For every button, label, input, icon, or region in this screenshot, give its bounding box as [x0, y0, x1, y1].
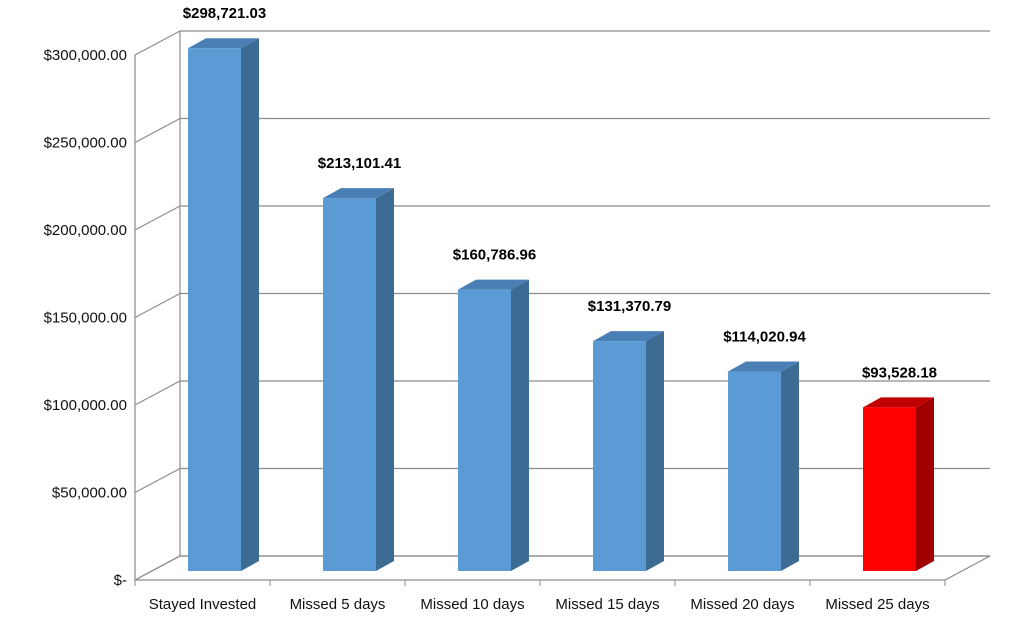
data-label: $131,370.79: [588, 298, 671, 315]
bar-front: [863, 407, 916, 571]
bar-front: [458, 289, 511, 571]
floor: [134, 555, 991, 581]
data-label: $160,786.96: [453, 247, 536, 264]
gridline-side: [134, 292, 181, 319]
x-tick-label: Stayed Invested: [149, 596, 257, 613]
labels: $- $50,000.00 $100,000.00 $150,000.00 $200,0…: [44, 5, 937, 613]
x-tick-label: Missed 25 days: [825, 596, 929, 613]
bar-front: [593, 341, 646, 571]
bar-front: [188, 48, 241, 571]
bar-side: [916, 397, 934, 571]
bar-top: [458, 279, 529, 290]
bar: [728, 361, 799, 571]
bar-front: [728, 371, 781, 571]
bar: [593, 331, 664, 571]
x-tick-label: Missed 10 days: [420, 596, 524, 613]
y-tick-label: $250,000.00: [44, 135, 127, 152]
bar: [863, 397, 934, 571]
y-tick-label: $100,000.00: [44, 397, 127, 414]
gridline-side: [134, 380, 181, 406]
bar-side: [646, 331, 664, 571]
y-tick-label: $150,000.00: [44, 310, 127, 327]
axes: [134, 31, 991, 586]
bar-top: [863, 397, 934, 408]
gridline-side: [134, 117, 181, 144]
bar: [323, 188, 394, 572]
bar-side: [241, 38, 259, 571]
gridlines: [134, 30, 990, 581]
bar: [458, 279, 529, 571]
bar-top: [323, 188, 394, 199]
x-tick-label: Missed 5 days: [290, 596, 386, 613]
x-tick-label: Missed 20 days: [690, 596, 794, 613]
y-tick-label: $-: [114, 572, 127, 589]
bars: [188, 38, 934, 572]
bar-top: [188, 38, 259, 49]
gridline-side: [134, 30, 181, 56]
bar-top: [728, 361, 799, 372]
gridline-side: [134, 467, 181, 494]
bar-side: [376, 188, 394, 572]
y-tick-label: $50,000.00: [52, 485, 127, 502]
bar: [188, 38, 259, 571]
data-label: $298,721.03: [183, 5, 266, 22]
data-label: $93,528.18: [862, 364, 937, 381]
y-tick-label: $200,000.00: [44, 222, 127, 239]
x-tick-label: Missed 15 days: [555, 596, 659, 613]
data-label: $114,020.94: [723, 328, 806, 345]
bar-side: [511, 279, 529, 571]
bar-front: [323, 198, 376, 572]
gridline-side: [134, 205, 181, 231]
data-label: $213,101.41: [318, 155, 401, 172]
bar-top: [593, 331, 664, 342]
bar-side: [781, 361, 799, 571]
y-tick-label: $300,000.00: [44, 47, 127, 64]
